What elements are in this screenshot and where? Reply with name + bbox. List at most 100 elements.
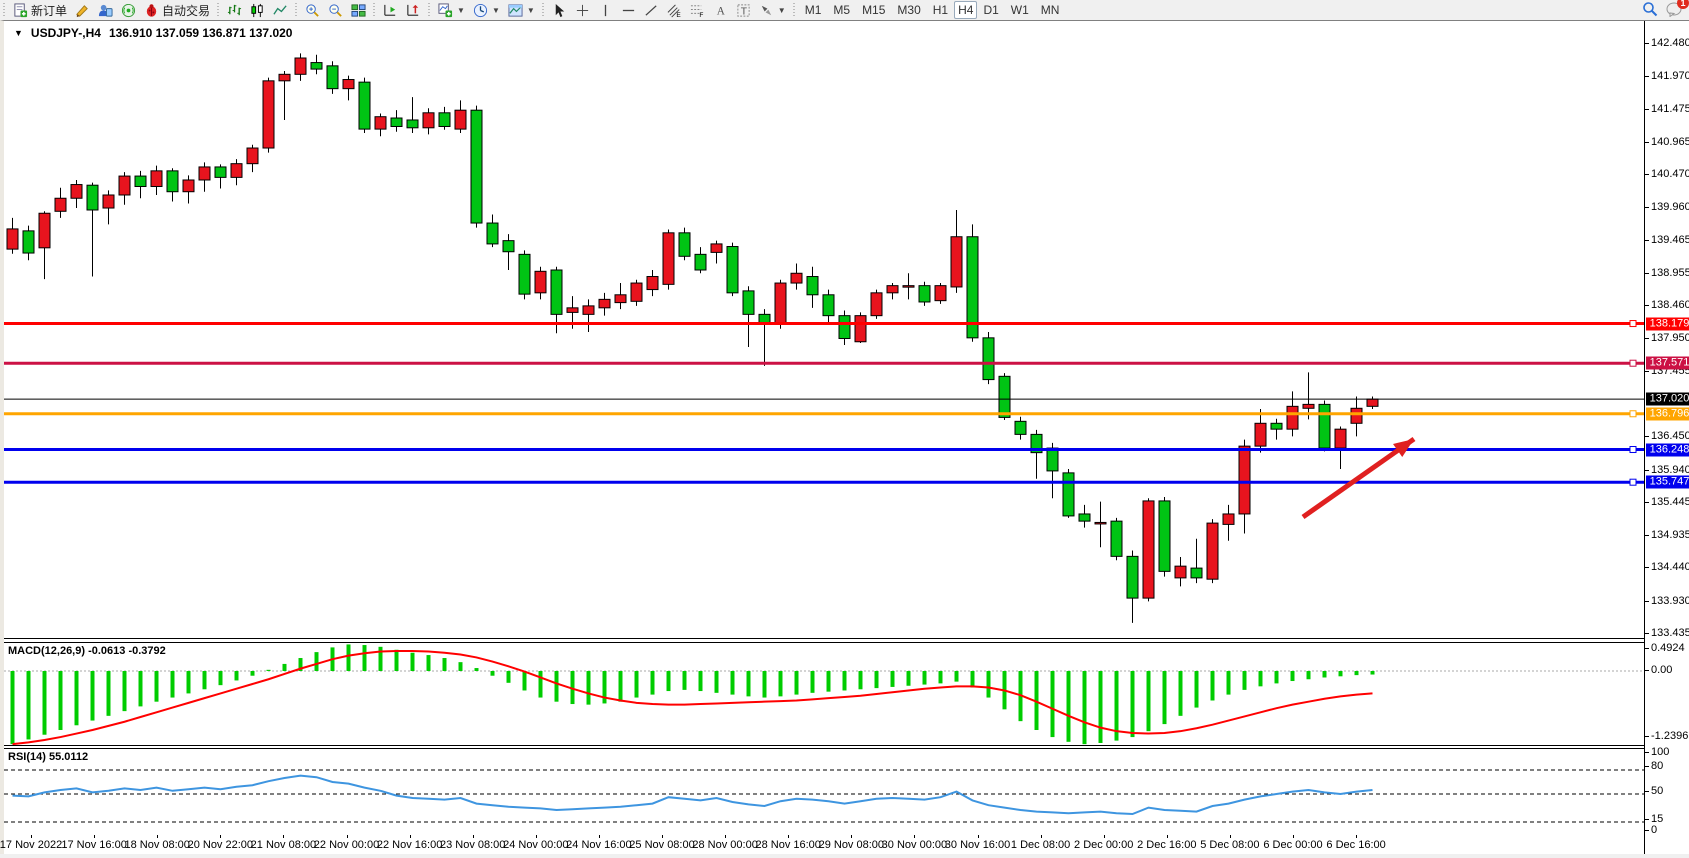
bear-candle bbox=[742, 290, 755, 315]
indicator-scale-label: 50 bbox=[1651, 785, 1664, 797]
text-tool-button[interactable]: A bbox=[709, 1, 732, 19]
timeframe-d1[interactable]: D1 bbox=[983, 3, 999, 17]
price-tick bbox=[1645, 305, 1649, 307]
time-label: 1 Dec 08:00 bbox=[1010, 839, 1071, 851]
label-icon: T bbox=[736, 3, 751, 18]
toolbar-grip bbox=[216, 3, 222, 17]
timeframe-m5[interactable]: M5 bbox=[833, 3, 851, 17]
macd-bar bbox=[362, 645, 367, 671]
timeframe-w1[interactable]: W1 bbox=[1010, 3, 1029, 17]
macd-bar bbox=[90, 671, 95, 721]
timeframe-m30[interactable]: M30 bbox=[897, 3, 921, 17]
price-pane[interactable]: ▼ USDJPY-,H4 136.910 137.059 136.871 137… bbox=[4, 21, 1644, 639]
bear-candle bbox=[486, 222, 499, 245]
periods-button[interactable]: ▼ bbox=[469, 1, 504, 19]
zoom-in-button[interactable] bbox=[301, 1, 324, 19]
label-tool-button[interactable]: T bbox=[732, 1, 755, 19]
new-order-button[interactable]: 新订单 bbox=[9, 1, 71, 19]
price-tick bbox=[1645, 567, 1649, 569]
macd-bar bbox=[490, 671, 495, 676]
auto-trading-button[interactable]: 自动交易 bbox=[140, 1, 214, 19]
bear-candle bbox=[1158, 500, 1171, 572]
line-anchor[interactable] bbox=[1629, 478, 1637, 486]
search-icon[interactable] bbox=[1642, 1, 1658, 20]
trend-arrow[interactable] bbox=[1301, 436, 1416, 520]
macd-bar bbox=[1034, 671, 1039, 730]
price-label: 141.970 bbox=[1651, 70, 1689, 83]
macd-bar bbox=[42, 671, 47, 735]
time-tick bbox=[598, 835, 600, 838]
hline-tool-button[interactable] bbox=[617, 1, 640, 19]
time-axis[interactable]: 17 Nov 2022 17 Nov 16:00 18 Nov 08:00 20 No… bbox=[0, 835, 1644, 854]
bull-candle bbox=[1366, 398, 1379, 407]
price-tick bbox=[1645, 239, 1649, 241]
bull-candle bbox=[870, 292, 883, 317]
toolbar-grip bbox=[372, 3, 378, 17]
price-label: 140.965 bbox=[1651, 135, 1689, 148]
channel-tool-button[interactable]: E bbox=[663, 1, 686, 19]
bull-candle bbox=[1286, 405, 1299, 430]
vline-tool-button[interactable] bbox=[594, 1, 617, 19]
cursor-tool-button[interactable] bbox=[548, 1, 571, 19]
tile-windows-button[interactable] bbox=[347, 1, 370, 19]
macd-pane[interactable]: MACD(12,26,9) -0.0613 -0.3792 bbox=[4, 642, 1644, 746]
price-axis[interactable]: 142.480 141.970 141.475 140.965 140.470 139.9… bbox=[1644, 21, 1689, 854]
trend-arrow-head bbox=[1393, 439, 1414, 458]
signal-button[interactable] bbox=[117, 1, 140, 19]
line-anchor[interactable] bbox=[1629, 446, 1637, 454]
macd-bar bbox=[122, 671, 127, 712]
time-label: 28 Nov 00:00 bbox=[692, 839, 758, 851]
line-anchor[interactable] bbox=[1629, 359, 1637, 367]
chevron-down-icon: ▼ bbox=[457, 5, 465, 15]
crosshair-tool-button[interactable] bbox=[571, 1, 594, 19]
trendline-tool-button[interactable] bbox=[640, 1, 663, 19]
zoom-out-button[interactable] bbox=[324, 1, 347, 19]
bear-candle bbox=[438, 112, 451, 127]
timeframe-h4[interactable]: H4 bbox=[954, 1, 978, 19]
rsi-pane[interactable]: RSI(14) 55.0112 bbox=[4, 748, 1644, 836]
timeframe-m1[interactable]: M1 bbox=[804, 3, 822, 17]
toolbar-grip bbox=[2, 3, 7, 17]
candlestick-chart[interactable] bbox=[4, 21, 1644, 638]
timeframe-h1[interactable]: H1 bbox=[932, 3, 949, 17]
macd-bar bbox=[26, 671, 31, 740]
time-tick bbox=[94, 835, 96, 838]
bull-candle bbox=[182, 179, 195, 193]
time-tick bbox=[977, 835, 979, 838]
shapes-tool-button[interactable]: ▼ bbox=[755, 1, 790, 19]
bull-candle bbox=[886, 285, 899, 294]
macd-bar bbox=[154, 671, 159, 702]
chart-shift-button[interactable] bbox=[379, 1, 402, 19]
marker-button[interactable] bbox=[71, 1, 94, 19]
bull-candle bbox=[118, 175, 131, 196]
template-button[interactable]: ▼ bbox=[504, 1, 539, 19]
macd-bar bbox=[58, 671, 63, 730]
publisher-button[interactable] bbox=[94, 1, 117, 19]
time-tick bbox=[1040, 835, 1042, 838]
timeframe-m15[interactable]: M15 bbox=[862, 3, 886, 17]
chat-button[interactable]: 1 bbox=[1666, 0, 1689, 20]
time-label: 22 Nov 16:00 bbox=[376, 839, 443, 851]
time-tick bbox=[725, 835, 727, 838]
time-tick bbox=[851, 835, 853, 838]
line-chart-button[interactable] bbox=[269, 1, 292, 19]
price-tick bbox=[1645, 338, 1649, 340]
bull-candle bbox=[662, 232, 675, 285]
chart-menu-icon[interactable]: ▼ bbox=[14, 28, 23, 38]
indicators-button[interactable]: ▼ bbox=[434, 1, 469, 19]
line-anchor[interactable] bbox=[1629, 320, 1637, 328]
rsi-chart[interactable] bbox=[4, 749, 1644, 835]
timeframe-mn[interactable]: MN bbox=[1040, 3, 1060, 17]
macd-chart[interactable] bbox=[4, 643, 1644, 745]
candle-chart-button[interactable] bbox=[246, 1, 269, 19]
price-tick bbox=[1645, 108, 1649, 110]
auto-scroll-button[interactable] bbox=[402, 1, 425, 19]
bear-candle bbox=[470, 109, 483, 224]
fibo-tool-button[interactable]: F bbox=[686, 1, 709, 19]
bar-chart-button[interactable] bbox=[223, 1, 246, 19]
line-anchor[interactable] bbox=[1629, 410, 1637, 418]
time-label: 17 Nov 2022 bbox=[0, 839, 63, 851]
chevron-down-icon: ▼ bbox=[526, 5, 535, 15]
indicator-tick bbox=[1645, 670, 1649, 671]
bull-candle bbox=[454, 109, 467, 130]
